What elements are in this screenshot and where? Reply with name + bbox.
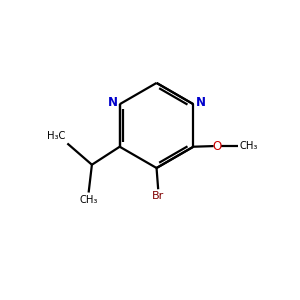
Text: O: O	[212, 140, 222, 153]
Text: N: N	[196, 96, 206, 109]
Text: CH₃: CH₃	[80, 195, 98, 205]
Text: Br: Br	[152, 191, 164, 201]
Text: N: N	[107, 96, 118, 109]
Text: CH₃: CH₃	[240, 141, 258, 151]
Text: H₃C: H₃C	[47, 131, 66, 141]
